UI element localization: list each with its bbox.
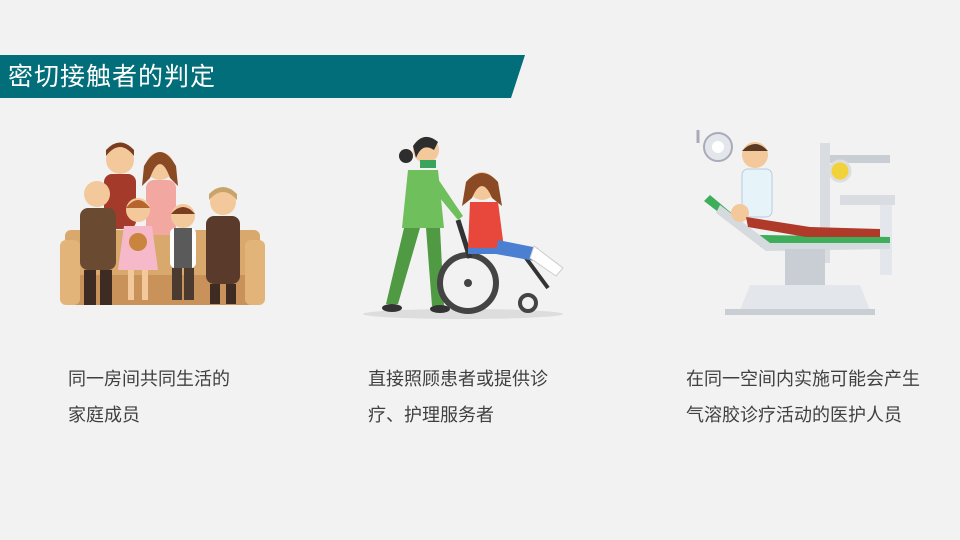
caption-line: 疗、护理服务者 xyxy=(368,405,494,426)
caption-line: 同一房间共同生活的 xyxy=(68,369,230,390)
caption-line: 直接照顾患者或提供诊 xyxy=(368,369,548,390)
title-banner: 密切接触者的判定 xyxy=(0,55,525,98)
family-illustration-icon xyxy=(60,130,265,315)
caption-line: 在同一空间内实施可能会产生 xyxy=(686,369,920,390)
dental-procedure-illustration-icon xyxy=(690,125,905,317)
title-banner-shape xyxy=(0,55,525,98)
caption-line: 家庭成员 xyxy=(68,405,140,426)
caregiver-wheelchair-illustration-icon xyxy=(358,128,568,320)
caption-line: 气溶胶诊疗活动的医护人员 xyxy=(686,405,902,426)
slide-title: 密切接触者的判定 xyxy=(8,62,217,91)
caption-caregiver: 直接照顾患者或提供诊 疗、护理服务者 xyxy=(368,362,548,434)
caption-medical-staff: 在同一空间内实施可能会产生 气溶胶诊疗活动的医护人员 xyxy=(686,362,920,434)
caption-family: 同一房间共同生活的 家庭成员 xyxy=(68,362,230,434)
